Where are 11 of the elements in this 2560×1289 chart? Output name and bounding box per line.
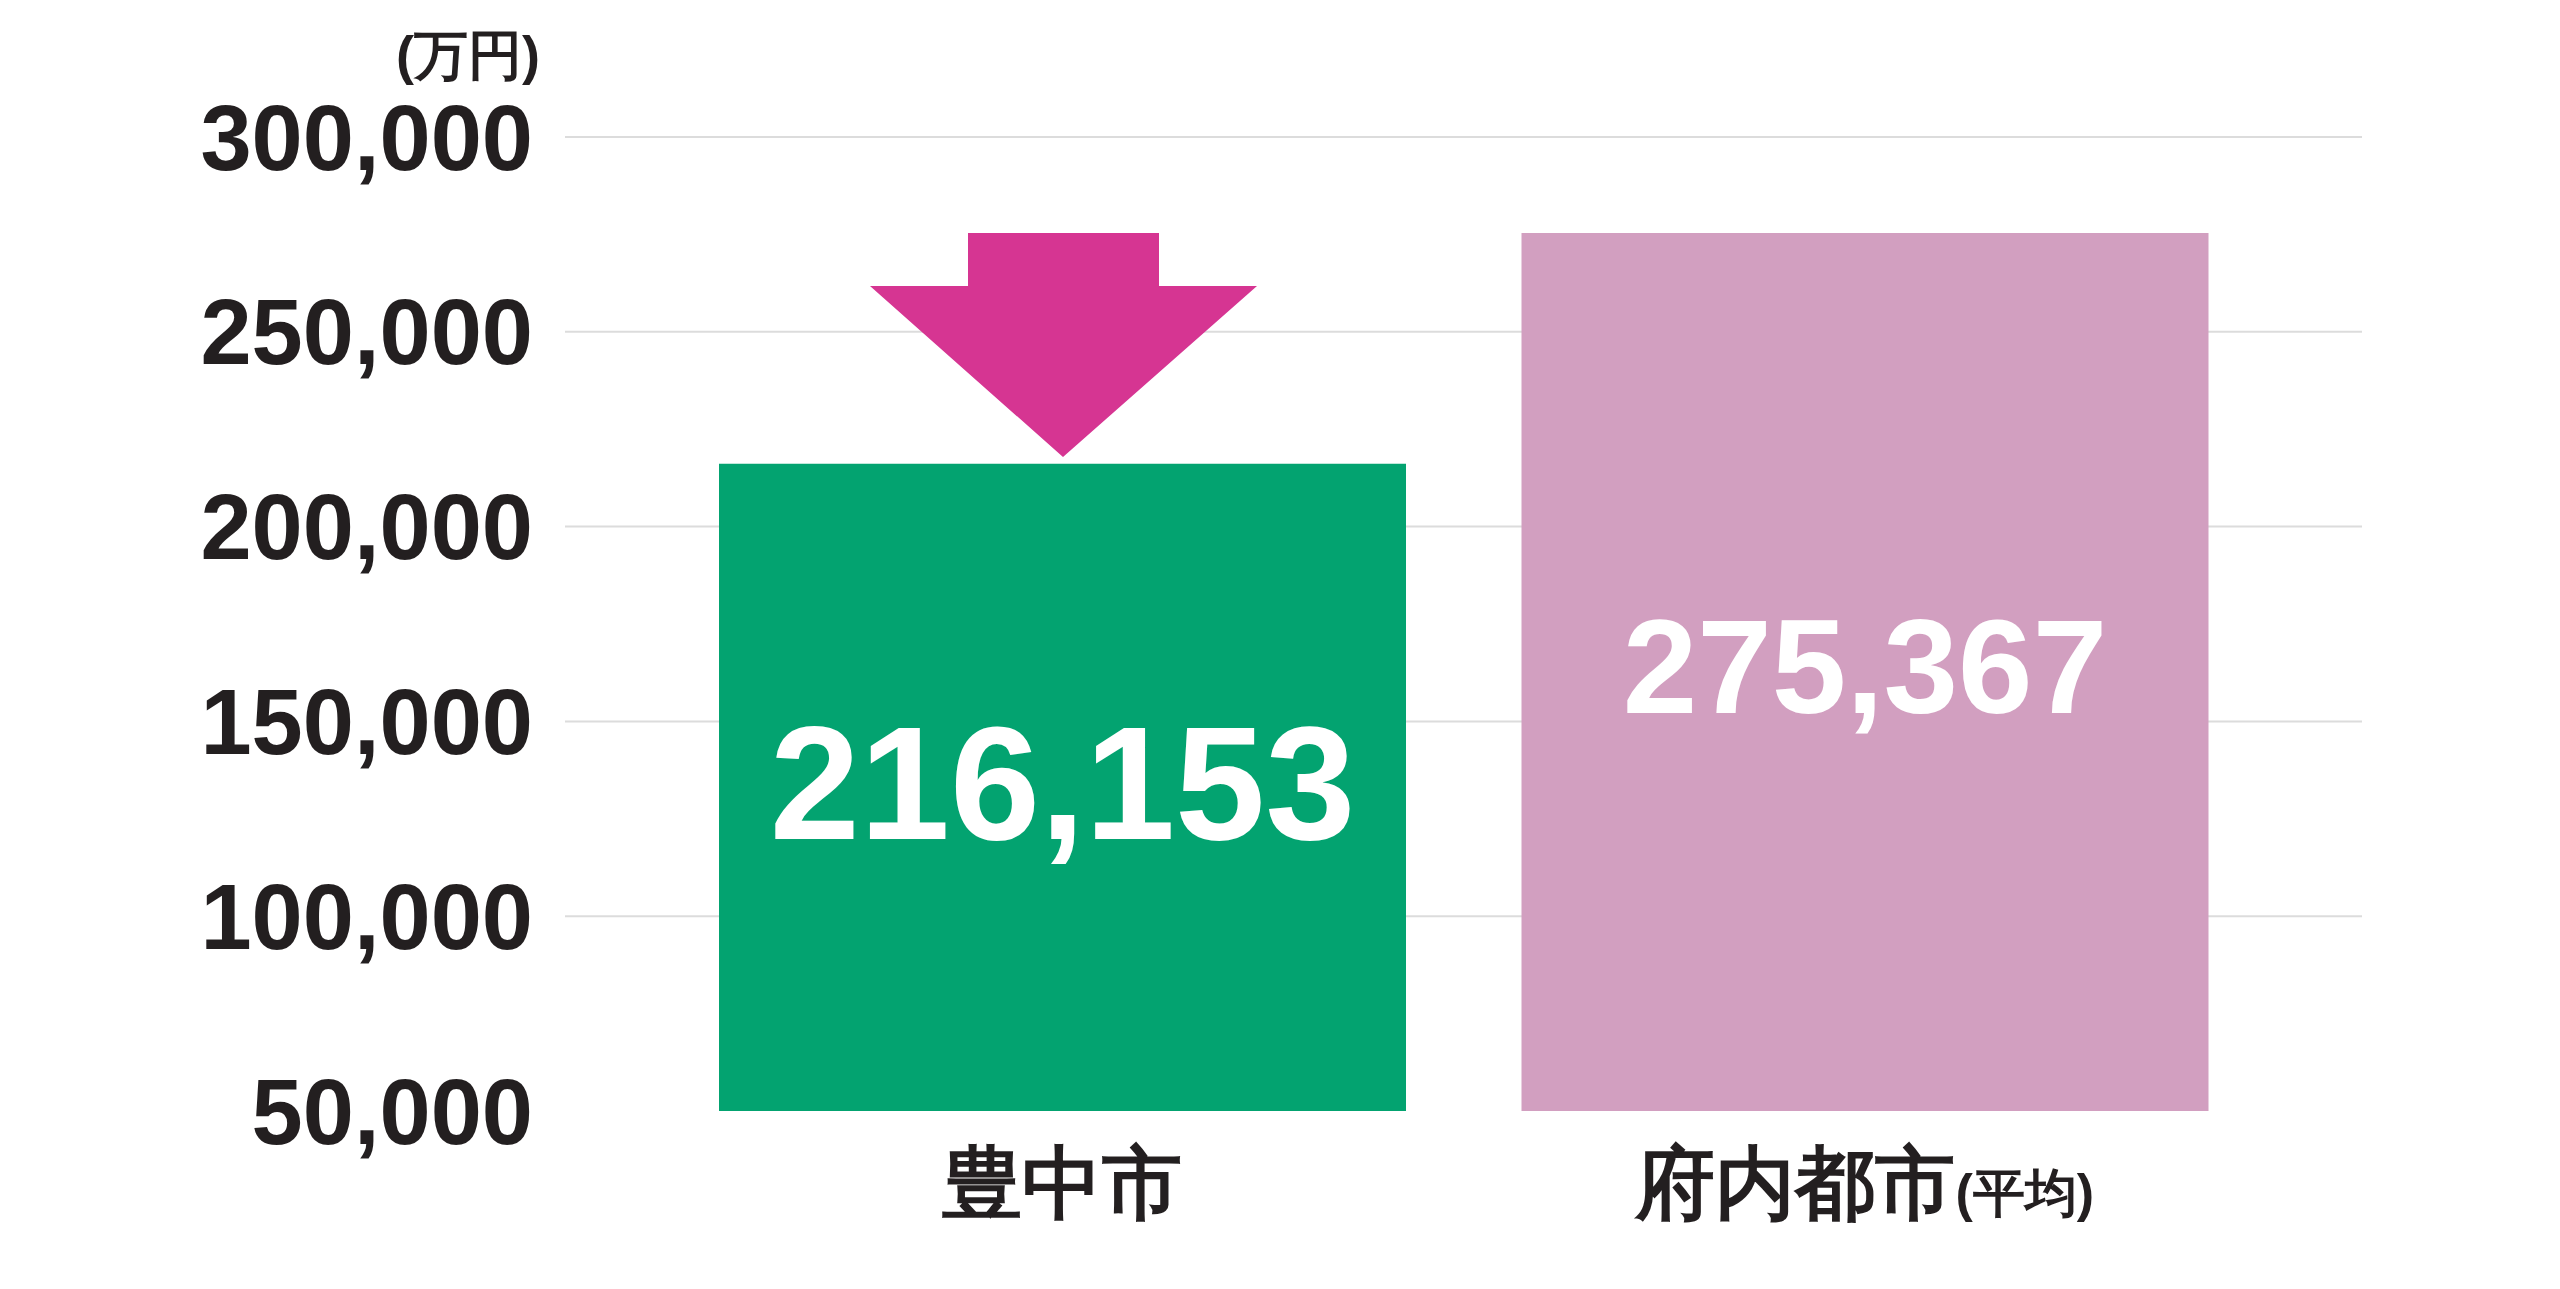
y-tick-label: 50,000 bbox=[251, 1060, 533, 1163]
y-tick-label: 250,000 bbox=[200, 281, 533, 384]
x-tick-label: 府内都市(平均) bbox=[1633, 1138, 2095, 1228]
y-axis-title: (万円) bbox=[396, 24, 540, 87]
y-tick-label: 200,000 bbox=[200, 476, 533, 579]
y-tick-label: 150,000 bbox=[200, 671, 533, 774]
y-tick-label: 300,000 bbox=[200, 86, 533, 189]
data-label: 216,153 bbox=[769, 691, 1356, 873]
y-tick-label: 100,000 bbox=[200, 865, 533, 968]
data-label: 275,367 bbox=[1622, 592, 2108, 742]
x-tick-label: 豊中市 bbox=[942, 1138, 1183, 1228]
